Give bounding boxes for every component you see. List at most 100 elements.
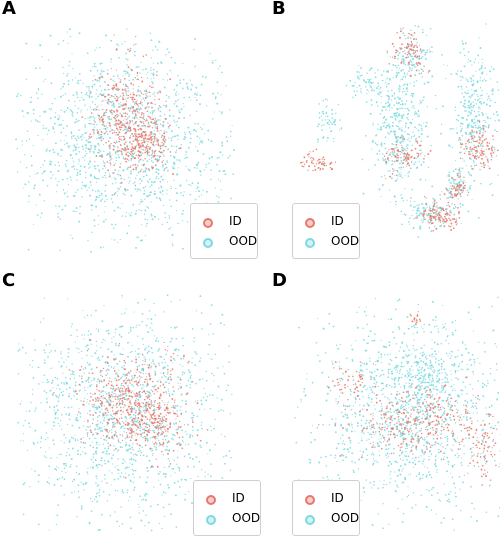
point-ood [404, 63, 407, 66]
point-ood [173, 179, 175, 182]
point-ood [143, 356, 145, 358]
point-ood [402, 88, 405, 90]
point-ood [102, 490, 105, 493]
point-ood [193, 128, 196, 131]
point-ood [489, 183, 491, 186]
point-ood [326, 121, 328, 124]
point-id [469, 153, 472, 155]
point-ood [112, 463, 114, 465]
point-ood [107, 133, 109, 135]
point-id [102, 118, 104, 120]
point-ood [116, 374, 119, 376]
point-ood [434, 94, 437, 97]
point-id [125, 122, 127, 124]
point-ood [395, 146, 398, 149]
point-ood [230, 457, 232, 459]
point-id [311, 162, 313, 164]
point-id [460, 151, 462, 153]
point-ood [56, 409, 59, 412]
point-ood [89, 160, 92, 163]
point-ood [87, 467, 89, 469]
point-ood [478, 37, 480, 39]
point-ood [140, 154, 143, 157]
point-id [115, 119, 118, 122]
point-ood [406, 147, 409, 150]
point-ood [151, 447, 153, 450]
point-ood [133, 476, 135, 478]
point-ood [54, 164, 56, 166]
point-ood [141, 104, 144, 106]
point-ood [364, 134, 367, 137]
point-ood [478, 124, 480, 127]
point-ood [404, 103, 407, 105]
point-ood [128, 213, 130, 215]
point-ood [168, 96, 170, 98]
point-ood [400, 174, 402, 176]
point-ood [145, 372, 147, 375]
point-ood [214, 353, 217, 356]
point-ood [406, 73, 408, 75]
point-id [142, 93, 144, 96]
point-id [117, 119, 120, 122]
point-ood [150, 389, 153, 391]
point-ood [396, 116, 399, 118]
point-id [436, 209, 438, 211]
point-ood [401, 103, 404, 106]
point-id [142, 137, 145, 139]
point-ood [75, 417, 78, 419]
point-ood [108, 147, 111, 150]
point-id [141, 112, 144, 114]
point-ood [448, 144, 451, 147]
point-id [152, 118, 155, 121]
point-ood [417, 236, 420, 238]
point-id [471, 137, 474, 140]
point-ood [411, 144, 413, 146]
point-ood [473, 118, 475, 120]
point-ood [480, 94, 483, 97]
point-ood [53, 443, 55, 445]
point-ood [81, 334, 83, 336]
point-id [116, 109, 118, 111]
point-id [439, 217, 441, 219]
point-ood [182, 102, 184, 105]
point-ood [95, 475, 98, 478]
point-ood [166, 445, 168, 448]
point-ood [82, 437, 84, 439]
point-ood [84, 124, 86, 126]
point-ood [461, 127, 463, 130]
point-ood [123, 476, 125, 478]
point-ood [150, 57, 153, 59]
point-ood [23, 115, 25, 117]
point-ood [102, 398, 104, 400]
point-ood [97, 378, 100, 381]
point-ood [466, 79, 469, 81]
point-id [162, 159, 164, 161]
point-ood [70, 110, 73, 112]
point-ood [161, 417, 164, 419]
point-ood [365, 81, 367, 84]
point-ood [318, 103, 321, 105]
point-id [438, 213, 440, 215]
point-ood [430, 145, 432, 147]
point-ood [448, 171, 451, 173]
point-ood [54, 467, 57, 470]
point-id [104, 128, 107, 130]
point-ood [175, 209, 178, 212]
point-id [95, 155, 98, 158]
point-ood [491, 145, 493, 147]
point-ood [100, 421, 102, 423]
point-ood [97, 95, 99, 98]
point-ood [186, 156, 188, 159]
point-ood [95, 482, 97, 484]
point-ood [212, 59, 214, 62]
point-ood [199, 103, 201, 106]
point-ood [150, 347, 153, 350]
point-ood [483, 125, 486, 127]
point-id [150, 141, 153, 144]
point-ood [177, 450, 179, 452]
point-ood [418, 161, 420, 163]
point-ood [421, 203, 423, 205]
point-ood [166, 48, 169, 50]
point-ood [106, 500, 109, 502]
point-ood [371, 88, 373, 90]
